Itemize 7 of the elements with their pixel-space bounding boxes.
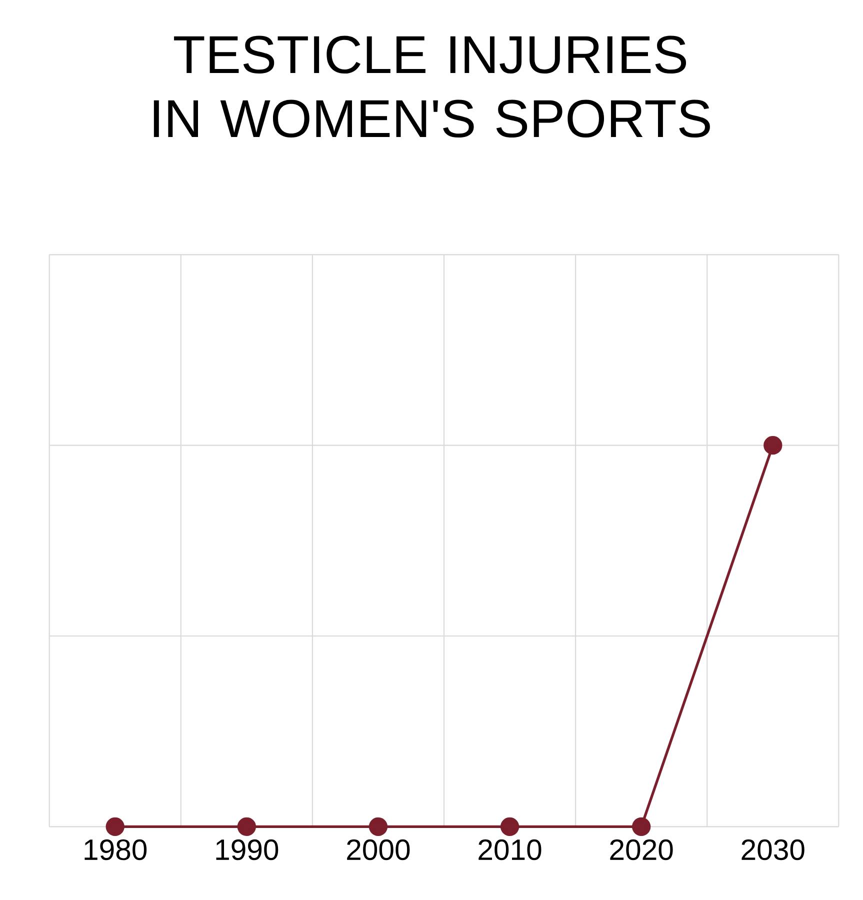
x-tick-label: 1980 <box>84 839 147 860</box>
x-tick-label: 2020 <box>610 839 673 860</box>
x-tick-label: 2030 <box>742 839 805 860</box>
x-tick-label: 1990 <box>216 839 278 860</box>
x-tick-label: 2010 <box>478 839 542 860</box>
x-tick-label: 2000 <box>347 839 410 860</box>
chart-title: TESTICLE INJURIES IN WOMEN'S SPORTS <box>154 36 710 138</box>
